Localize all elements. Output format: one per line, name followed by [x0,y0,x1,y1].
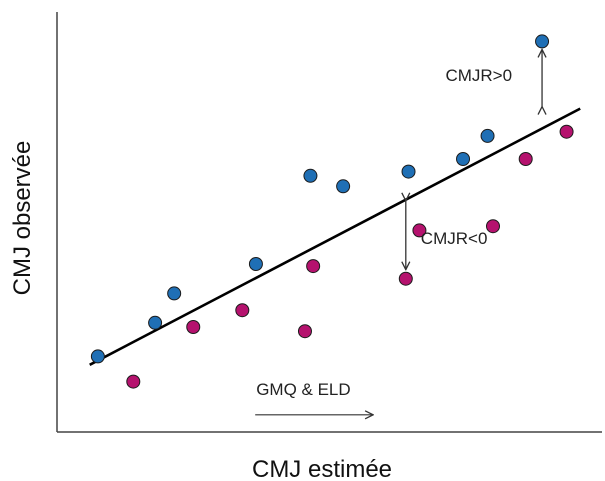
data-point-series-1-1 [90,349,105,364]
data-point-series-2-4 [297,324,312,339]
data-point-series-2-7 [412,223,427,238]
residual-positive-label: CMJR>0 [445,66,512,85]
trend-label: GMQ & ELD [256,380,350,399]
data-point-series-2-5 [306,259,321,274]
data-point-series-1-4 [248,257,263,271]
data-point-series-1-7 [401,164,416,179]
data-point-series-2-3 [235,303,250,318]
x-axis-title: CMJ estimée [252,456,392,481]
data-point-series-1-6 [336,179,351,194]
residual-negative-label: CMJR<0 [421,229,488,248]
data-point-series-2-6 [398,271,413,286]
data-point-series-2-10 [559,124,574,139]
data-point-series-2-1 [126,374,141,389]
data-point-series-1-2 [148,315,163,330]
regression-line [89,107,581,366]
data-point-series-2-2 [186,320,201,334]
data-point-series-1-10 [535,34,550,49]
data-point-series-1-9 [480,128,495,143]
data-point-series-1-5 [303,168,318,183]
data-point-series-1-3 [167,286,182,301]
data-point-series-2-8 [486,219,500,234]
data-point-series-1-8 [456,152,471,166]
data-point-series-2-9 [518,152,533,166]
y-axis-title: CMJ observée [9,141,36,296]
